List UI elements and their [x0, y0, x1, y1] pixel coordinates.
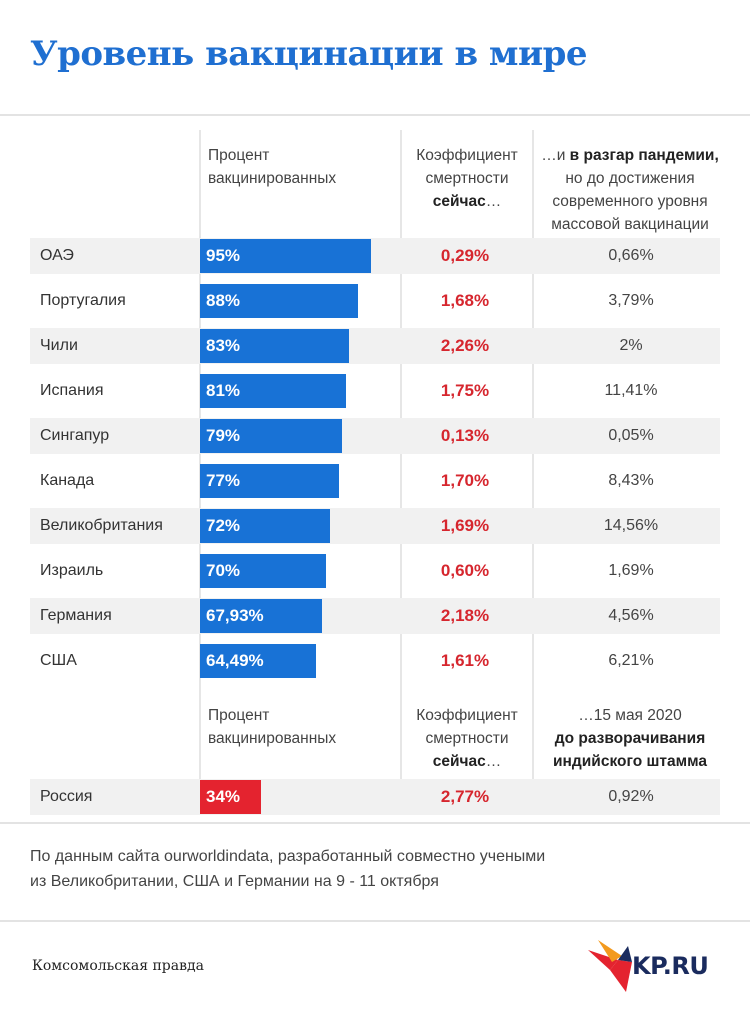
footnote: По данным сайта ourworldindata, разработ… [30, 848, 546, 890]
country-label: Чили [40, 337, 78, 354]
mortality-now-value: 0,13% [440, 426, 490, 445]
mortality-peak-value: 1,69% [608, 562, 654, 579]
country-label: Израиль [40, 562, 104, 579]
country-label: Канада [40, 472, 95, 489]
vaccination-label: 83% [206, 336, 241, 355]
header-mortality-now: Коэффициент смертности сейчас… [416, 147, 518, 210]
vaccination-bar [200, 329, 350, 363]
mortality-now-value: 1,69% [440, 516, 490, 535]
table-row: Великобритания 72% 1,69% 14,56% [30, 508, 720, 544]
table-row: Португалия 88% 1,68% 3,79% [30, 283, 720, 319]
mortality-peak-value: 11,41% [604, 382, 658, 399]
table-row: США 64,49% 1,61% 6,21% [30, 643, 720, 679]
mortality-now-value: 2,26% [440, 336, 490, 355]
vaccination-label: 79% [206, 426, 241, 445]
column-divider [400, 700, 402, 812]
mortality-peak-value: 0,92% [608, 788, 654, 805]
mortality-now-value: 0,60% [440, 561, 490, 580]
vaccination-label: 77% [206, 471, 241, 490]
mortality-peak-value: 4,56% [608, 607, 654, 624]
header-mortality-now: Коэффициент смертности сейчас… [416, 707, 518, 770]
mortality-now-value: 1,75% [440, 381, 490, 400]
vaccination-label: 72% [206, 516, 241, 535]
header-mortality-may-2020: …15 мая 2020 до разворачивания индийского… [553, 707, 707, 770]
country-label: Португалия [40, 292, 126, 309]
table-row: Германия 67,93% 2,18% 4,56% [30, 598, 720, 634]
vaccination-label: 34% [206, 787, 241, 806]
bird-icon [588, 940, 632, 992]
column-divider [199, 130, 201, 700]
mortality-now-value: 1,68% [440, 291, 490, 310]
country-label: Испания [40, 382, 104, 399]
logo-text: KP.RU [632, 952, 709, 980]
vaccination-label: 64,49% [206, 651, 264, 670]
column-divider [532, 130, 534, 700]
country-label: США [40, 652, 77, 669]
country-label: Сингапур [40, 427, 110, 444]
mortality-peak-value: 6,21% [608, 652, 654, 669]
vaccination-bar [200, 419, 343, 453]
vaccination-label: 81% [206, 381, 241, 400]
mortality-now-value: 2,77% [440, 787, 490, 806]
column-divider [199, 700, 201, 812]
column-divider [400, 130, 402, 700]
mortality-now-value: 2,18% [440, 606, 490, 625]
mortality-peak-value: 0,05% [608, 427, 654, 444]
page-title: Уровень вакцинации в мире [30, 34, 588, 74]
mortality-now-value: 1,61% [440, 651, 490, 670]
vaccination-label: 70% [206, 561, 241, 580]
header-vaccinated: Процент вакцинированных [208, 707, 337, 747]
vaccination-bar [200, 284, 359, 318]
divider [0, 822, 750, 824]
vaccination-bar [200, 509, 330, 543]
vaccination-label: 88% [206, 291, 241, 310]
table-row: ОАЭ 95% 0,29% 0,66% [30, 238, 720, 274]
divider [0, 920, 750, 922]
table-row: Сингапур 79% 0,13% 0,05% [30, 418, 720, 454]
country-label: Великобритания [40, 517, 163, 534]
mortality-peak-value: 8,43% [608, 472, 654, 489]
header-mortality-peak: …и в разгар пандемии, но до достижения со… [541, 147, 719, 233]
vaccination-bar [200, 554, 326, 588]
vaccination-bar [200, 780, 262, 814]
country-label: Россия [40, 788, 93, 805]
column-divider [532, 700, 534, 812]
table-row: Чили 83% 2,26% 2% [30, 328, 720, 364]
mortality-now-value: 1,70% [440, 471, 490, 490]
mortality-peak-value: 14,56% [603, 517, 659, 534]
mortality-peak-value: 0,66% [608, 247, 654, 264]
vaccination-bar [200, 239, 371, 273]
vaccination-bar [200, 644, 317, 678]
vaccination-label: 95% [206, 246, 241, 265]
table-row: Израиль 70% 0,60% 1,69% [30, 553, 720, 589]
mortality-now-value: 0,29% [440, 246, 490, 265]
vaccination-bar [200, 464, 339, 498]
table-row: Россия 34% 2,77% 0,92% [30, 779, 720, 815]
brand-name: Комсомольская правда [32, 958, 204, 974]
table-row: Испания 81% 1,75% 11,41% [30, 373, 720, 409]
header-vaccinated: Процент вакцинированных [208, 147, 337, 187]
vaccination-label: 67,93% [206, 606, 264, 625]
kp-logo[interactable]: KP.RU [588, 938, 728, 994]
mortality-peak-value: 2% [619, 337, 643, 354]
vaccination-bar [200, 374, 346, 408]
vaccination-bar [200, 599, 323, 633]
country-label: Германия [40, 607, 112, 624]
mortality-peak-value: 3,79% [608, 292, 654, 309]
table-row: Канада 77% 1,70% 8,43% [30, 463, 720, 499]
country-label: ОАЭ [40, 247, 74, 264]
divider [0, 114, 750, 116]
